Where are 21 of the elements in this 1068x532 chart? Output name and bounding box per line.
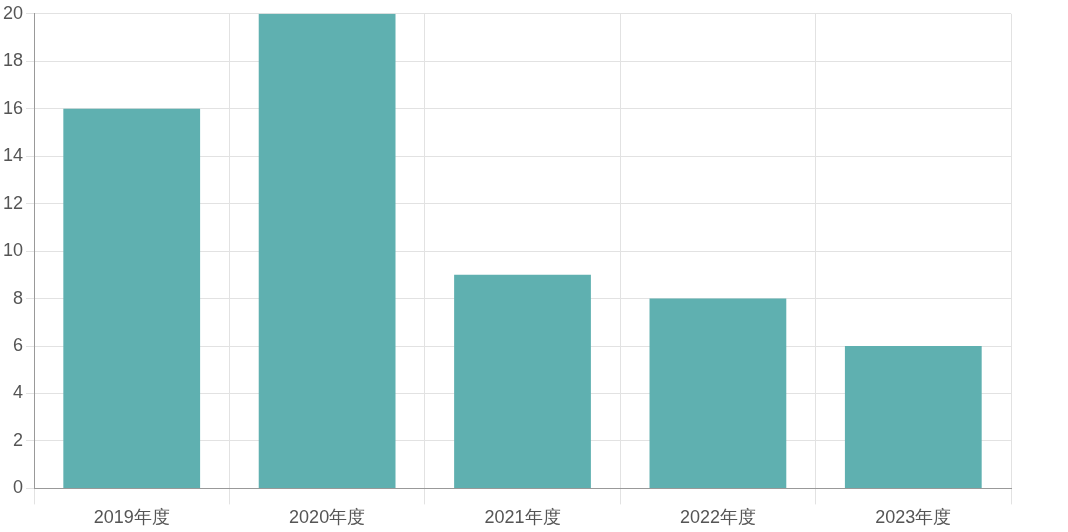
y-tick-label: 4 bbox=[13, 382, 24, 403]
y-tick-label: 6 bbox=[13, 334, 24, 355]
y-tick-label: 10 bbox=[2, 240, 24, 261]
y-tick-label: 12 bbox=[2, 192, 24, 213]
x-tick-label: 2023年度 bbox=[875, 507, 952, 528]
x-tick-label: 2019年度 bbox=[93, 507, 170, 528]
y-tick-label: 2 bbox=[13, 429, 24, 450]
y-tick-label: 18 bbox=[2, 50, 24, 71]
bar bbox=[649, 298, 787, 488]
x-tick-label: 2022年度 bbox=[679, 507, 756, 528]
bar bbox=[454, 274, 591, 488]
bar bbox=[63, 108, 201, 488]
y-tick-label: 14 bbox=[2, 145, 24, 166]
y-tick-label: 0 bbox=[13, 477, 24, 498]
bar bbox=[844, 346, 982, 488]
x-tick-label: 2021年度 bbox=[484, 507, 561, 528]
bar bbox=[258, 13, 396, 488]
y-tick-label: 8 bbox=[13, 287, 24, 308]
x-tick-label: 2020年度 bbox=[289, 507, 366, 528]
y-tick-label: 20 bbox=[2, 2, 24, 23]
y-tick-label: 16 bbox=[2, 97, 24, 118]
